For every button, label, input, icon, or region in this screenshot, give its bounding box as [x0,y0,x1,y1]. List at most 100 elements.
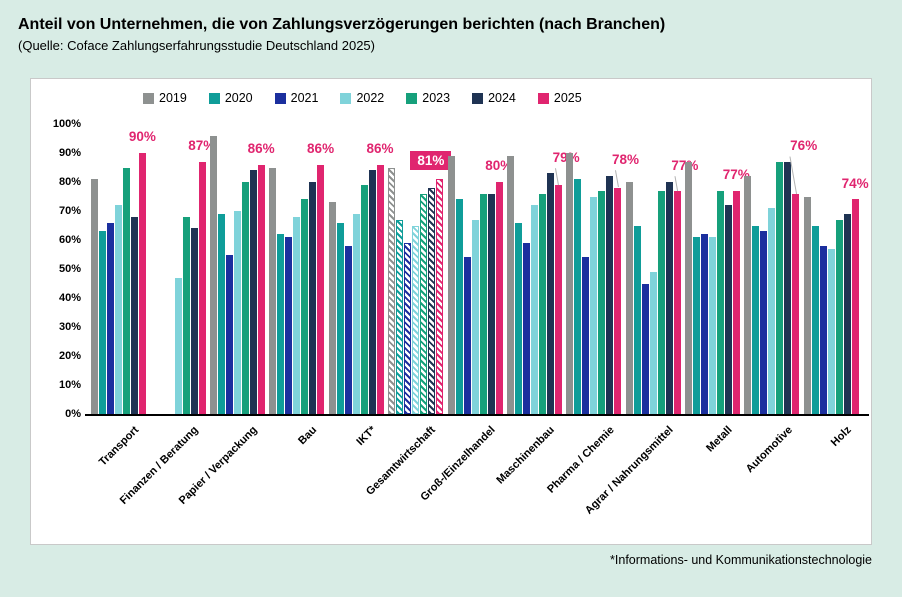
bar-2020 [217,213,225,414]
bar-2025 [614,187,622,414]
bar-group-10: 77%Agrar / Nahrungsmittel [583,124,698,517]
x-axis-label: Metall [704,424,736,455]
bar-2025 [851,199,859,414]
value-label-2025: 90% [128,129,156,145]
bar-2020 [396,219,404,414]
bar-2023 [182,216,190,414]
label-leader-line [674,176,678,191]
bar-2025 [554,184,562,414]
y-axis-tick: 60% [58,234,81,246]
legend-label: 2020 [224,91,253,105]
bar-2019 [566,153,574,414]
bar-2019 [269,167,277,414]
value-label-2025: 78% [612,152,640,168]
bar-2024 [487,193,495,414]
value-label-2025: 80% [485,158,513,174]
bar-2019 [625,182,633,414]
legend-swatch-2023 [406,92,418,104]
bar-2022 [293,216,301,414]
label-leader-line [555,167,560,185]
y-axis-tick: 10% [58,379,81,391]
bar-2023 [657,190,665,414]
bar-2020 [336,222,344,414]
legend-swatch-2019 [143,92,154,104]
bar-2023 [301,199,309,414]
bar-2024 [190,228,198,414]
plot-area: 0% 10% 20% 30% 40% 50% 60% 70% 80% 90% 100% 90% Tra… [53,118,869,517]
bar-2021 [701,234,709,414]
bar-2025 [257,164,265,414]
bar-2024 [131,216,139,414]
bar-2024 [665,182,673,414]
bar-2022 [709,237,717,414]
bar-2020 [693,237,701,414]
x-axis-label: Bau [296,424,320,448]
bar-2023 [835,219,843,414]
bar-2022 [352,213,360,414]
value-label-2025: 77% [722,166,750,182]
bar-2019 [328,202,336,414]
y-axis-tick: 30% [58,321,81,333]
bar-group-11: 77% Metall [683,124,750,455]
value-label-2025: 86% [247,140,275,156]
value-label-2025: 87% [188,137,216,153]
y-axis-tick: 50% [58,263,81,275]
bar-2023 [360,184,368,414]
bar-2022 [412,225,420,414]
bar-group-7: 80% Groß-/Einzelhandel [418,124,512,503]
bar-2024 [725,205,733,414]
chart-panel: 2019 2020 2021 2022 2023 2024 2025 0% 10% 20% 30%… [30,78,872,545]
bar-2020 [752,225,760,414]
value-label-2025: 74% [841,175,869,191]
bar-2022 [174,277,182,414]
bar-2022 [233,211,241,414]
bar-2021 [285,237,293,414]
bar-2023 [420,193,428,414]
bar-2022 [115,205,123,414]
bar-group-3: 86% Papier / Verpackung [177,124,275,507]
bar-2023 [717,190,725,414]
legend-item-2019: 2019 [143,91,187,105]
y-axis-tick: 80% [58,176,81,188]
legend-label: 2024 [488,91,516,105]
bar-2024 [368,170,376,414]
page-title: Anteil von Unternehmen, die von Zahlungs… [18,16,666,33]
bar-groups: 90% Transport 87% Finanzen / Beratung 86% Pap… [89,124,869,517]
bar-2023 [538,193,546,414]
bar-2020 [574,179,582,414]
x-axis-label: IKT* [354,424,379,449]
legend-item-2024: 2024 [472,91,516,105]
bar-2025 [495,182,503,414]
legend-swatch-2020 [208,92,220,104]
bar-2021 [760,231,768,414]
bar-2021 [819,245,827,414]
y-axis-tick: 0% [65,408,81,420]
bar-2024 [309,182,317,414]
bar-group-4: 86% Bau [267,124,334,447]
legend-swatch-2025 [537,92,549,104]
bar-2023 [123,167,131,414]
bar-2023 [776,161,784,414]
bar-2019 [506,155,514,414]
legend-swatch-2021 [274,92,286,104]
value-label-2025: 81% [410,151,452,171]
bar-2021 [522,242,530,414]
legend-item-2021: 2021 [274,91,318,105]
bar-2023 [479,193,487,414]
bar-2025 [139,153,147,414]
legend-item-2020: 2020 [208,91,253,105]
bar-2025 [792,193,800,414]
y-axis-tick: 70% [58,205,81,217]
bar-2024 [843,213,851,414]
bar-2020 [455,199,463,414]
bar-group-5: 86% IKT* [327,124,393,448]
bar-2024 [428,187,436,414]
bar-2019 [209,135,217,414]
y-axis-tick: 90% [58,147,81,159]
bar-2024 [784,161,792,414]
bar-2019 [744,176,752,414]
bar-2022 [590,196,598,414]
bar-2024 [546,173,554,414]
label-leader-line [614,170,619,188]
bar-group-12: 76% Automotive [742,124,817,475]
